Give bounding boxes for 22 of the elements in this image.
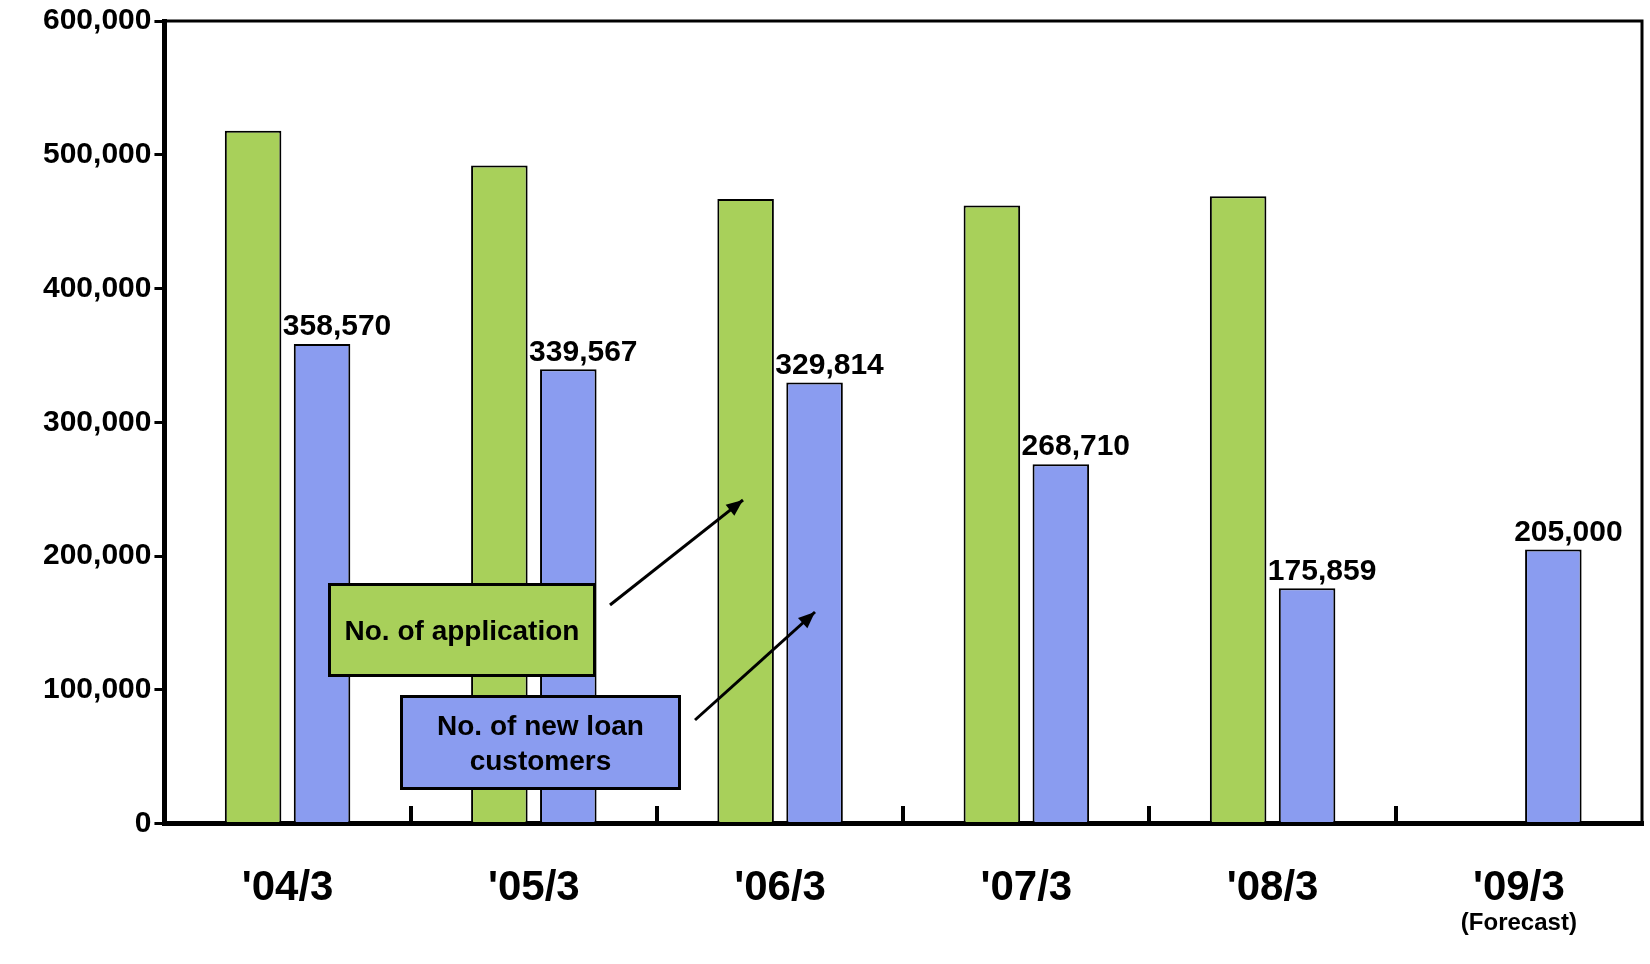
series-label: No. of application [328,583,596,677]
x-tick-label: '06/3 [734,862,826,910]
data-label: 339,567 [529,333,638,367]
y-tick-label: 400,000 [42,269,152,303]
y-tick-label: 0 [134,804,152,838]
x-tick-label: '05/3 [487,862,580,910]
data-label: 175,859 [1267,552,1377,586]
data-label: 358,570 [282,308,392,342]
x-tick-label: '08/3 [1226,862,1319,910]
y-tick-label: 300,000 [42,403,152,437]
x-tick-label: '04/3 [241,862,334,910]
x-tick-label: '07/3 [980,862,1073,910]
data-label: 268,710 [1021,428,1131,462]
data-label: 329,814 [775,346,885,380]
x-tick-label: '09/3 [1473,862,1565,910]
data-label: 205,000 [1514,513,1623,547]
text: (Forecast) [1460,908,1577,936]
y-tick-label: 600,000 [42,2,152,36]
y-tick-label: 500,000 [42,136,152,170]
series-label: No. of new loan customers [400,695,681,790]
y-tick-label: 200,000 [42,537,152,571]
y-tick-label: 100,000 [42,671,152,705]
